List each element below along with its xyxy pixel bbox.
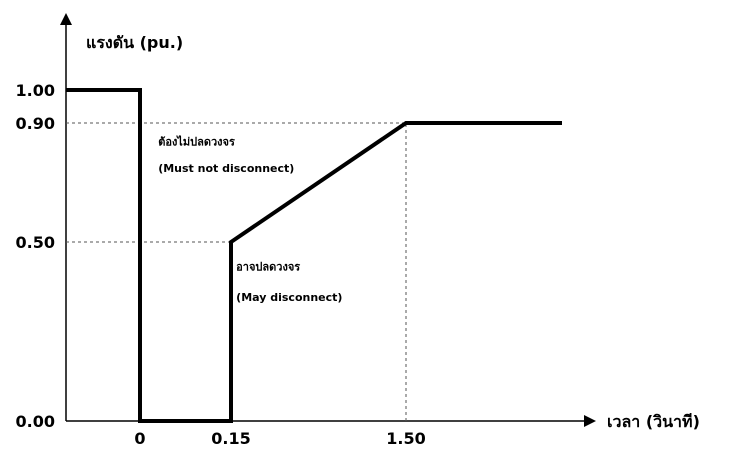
annotation-text: ต้องไม่ปลดวงจร (158, 134, 235, 148)
y-tick-label: 1.00 (16, 81, 55, 100)
x-tick-labels: 0 0.15 1.50 (134, 429, 425, 448)
y-tick-label: 0.90 (16, 114, 55, 133)
x-tick-label: 0 (134, 429, 145, 448)
y-axis-title: แรงดัน (pu.) (86, 33, 183, 52)
x-axis-title: เวลา (วินาที) (607, 412, 700, 431)
y-tick-labels: 1.00 0.90 0.50 0.00 (16, 81, 55, 431)
y-tick-label: 0.00 (16, 412, 55, 431)
x-tick-label: 1.50 (386, 429, 425, 448)
guide-lines (66, 122, 407, 421)
x-tick-label: 0.15 (211, 429, 250, 448)
annotation-text: (Must not disconnect) (158, 162, 294, 175)
voltage-curve (66, 88, 562, 423)
annotations: ต้องไม่ปลดวงจร (Must not disconnect) อาจปล… (158, 134, 342, 304)
y-axis-arrowhead (60, 13, 72, 25)
series (66, 88, 562, 423)
x-axis-arrowhead (584, 415, 596, 427)
annotation-text: (May disconnect) (236, 291, 342, 304)
y-tick-label: 0.50 (16, 233, 55, 252)
annotation-text: อาจปลดวงจร (236, 261, 300, 274)
